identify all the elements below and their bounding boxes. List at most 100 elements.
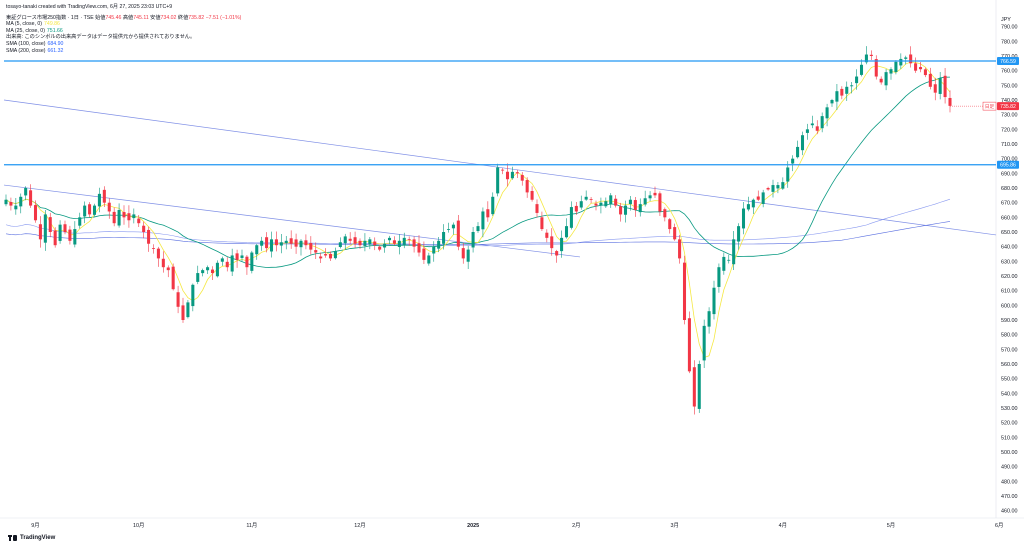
y-tick-label: 680.00 xyxy=(1001,186,1018,192)
candle-body xyxy=(48,217,52,232)
candle-body xyxy=(127,213,131,221)
candle-body xyxy=(663,209,667,218)
x-tick-label: 4月 xyxy=(779,522,787,529)
x-tick-label: 11月 xyxy=(246,522,257,529)
y-tick-label: 460.00 xyxy=(1001,509,1018,515)
candle-body xyxy=(191,284,195,307)
timeframe-badge-label: 日足 xyxy=(985,104,995,110)
candle-body xyxy=(623,205,628,215)
low-label: 安値 xyxy=(150,14,161,21)
candle-body xyxy=(176,292,180,307)
candle-body xyxy=(466,249,470,262)
candle-body xyxy=(33,205,38,221)
y-tick-label: 570.00 xyxy=(1001,347,1018,353)
candle-body xyxy=(265,237,269,249)
candle-body xyxy=(24,188,28,196)
trendline-upper[interactable] xyxy=(3,99,997,236)
symbol-name: 東証グロース市場250指数 · 1日 · TSE xyxy=(6,14,94,21)
candle-body xyxy=(112,211,116,224)
candle-body xyxy=(397,240,401,248)
candle-body xyxy=(579,201,583,208)
brand-name: TradingView xyxy=(20,535,56,541)
candle-body xyxy=(309,242,313,250)
y-tick-label: 630.00 xyxy=(1001,259,1018,265)
y-tick-label: 490.00 xyxy=(1001,465,1018,471)
candle-body xyxy=(800,135,805,151)
candle-body xyxy=(864,54,868,63)
y-tick-label: 550.00 xyxy=(1001,377,1018,383)
candle-body xyxy=(761,192,765,204)
y-tick-label: 780.00 xyxy=(1001,39,1018,45)
candle-body xyxy=(589,199,593,200)
candle-body xyxy=(899,58,903,66)
candle-body xyxy=(314,250,318,253)
candle-body xyxy=(658,193,662,212)
candle-body xyxy=(274,239,278,246)
candle-body xyxy=(737,226,741,242)
candle-body xyxy=(609,195,613,205)
y-tick-label: 560.00 xyxy=(1001,362,1018,368)
candle-body xyxy=(574,205,578,212)
candle-body xyxy=(392,240,396,244)
indicator-label: SMA (200, close) xyxy=(6,47,46,54)
candle-body xyxy=(137,218,141,224)
chart-legend: tosayo-tanaki created with TradingView.c… xyxy=(6,4,241,54)
indicator-label: SMA (100, close) xyxy=(6,40,46,47)
candle-body xyxy=(304,240,308,246)
candle-body xyxy=(142,225,146,232)
candle-body xyxy=(835,91,839,102)
indicator-value: 751.66 xyxy=(46,27,63,34)
last-price-badge xyxy=(997,102,1019,111)
candle-body xyxy=(628,199,632,205)
candle-body xyxy=(328,253,333,259)
candle-body xyxy=(166,267,170,271)
hline-price-label: 766.59 xyxy=(1000,59,1016,65)
hline-price-badge xyxy=(997,57,1019,66)
candle-body xyxy=(161,258,165,268)
trendline-lower[interactable] xyxy=(3,184,581,258)
candle-body xyxy=(756,196,760,200)
candle-body xyxy=(648,195,652,199)
candle-body xyxy=(230,255,234,272)
candle-body xyxy=(673,227,677,240)
candle-body xyxy=(909,54,913,64)
candle-body xyxy=(122,212,126,218)
indicator-label: 出来高: このシンボルの出来高データはデータ提供元から提供されておりません。 xyxy=(6,34,196,41)
candle-body xyxy=(633,200,637,210)
candle-body xyxy=(220,258,224,262)
candle-body xyxy=(210,269,215,274)
candle-body xyxy=(805,129,809,133)
candle-body xyxy=(14,205,18,210)
candle-body xyxy=(776,185,780,189)
candle-body xyxy=(545,232,549,238)
candle-body xyxy=(412,239,416,247)
candle-body xyxy=(407,239,411,241)
candle-body xyxy=(92,205,97,215)
candle-body xyxy=(741,208,746,229)
candle-body xyxy=(235,253,239,260)
y-tick-label: 710.00 xyxy=(1001,142,1018,148)
candle-body xyxy=(859,64,864,75)
candle-body xyxy=(810,123,814,126)
candle-body xyxy=(879,78,883,83)
candle-body xyxy=(343,236,347,244)
candle-body xyxy=(151,248,156,249)
y-tick-label: 740.00 xyxy=(1001,98,1018,104)
candle-body xyxy=(791,158,795,164)
candle-body xyxy=(240,255,244,258)
sma-100-line xyxy=(5,198,951,247)
candle-body xyxy=(206,267,210,271)
candle-body xyxy=(422,248,426,260)
sma-200-line xyxy=(5,221,951,245)
candle-body xyxy=(68,229,72,241)
candle-body xyxy=(766,188,770,190)
candle-body xyxy=(717,267,721,287)
candle-body xyxy=(599,202,603,206)
y-tick-label: 700.00 xyxy=(1001,157,1018,163)
candle-body xyxy=(692,367,696,407)
candle-body xyxy=(786,167,790,182)
last-price-label: 735.82 xyxy=(1000,104,1016,110)
close-label: 終値 xyxy=(177,14,189,21)
candle-body xyxy=(604,201,608,207)
